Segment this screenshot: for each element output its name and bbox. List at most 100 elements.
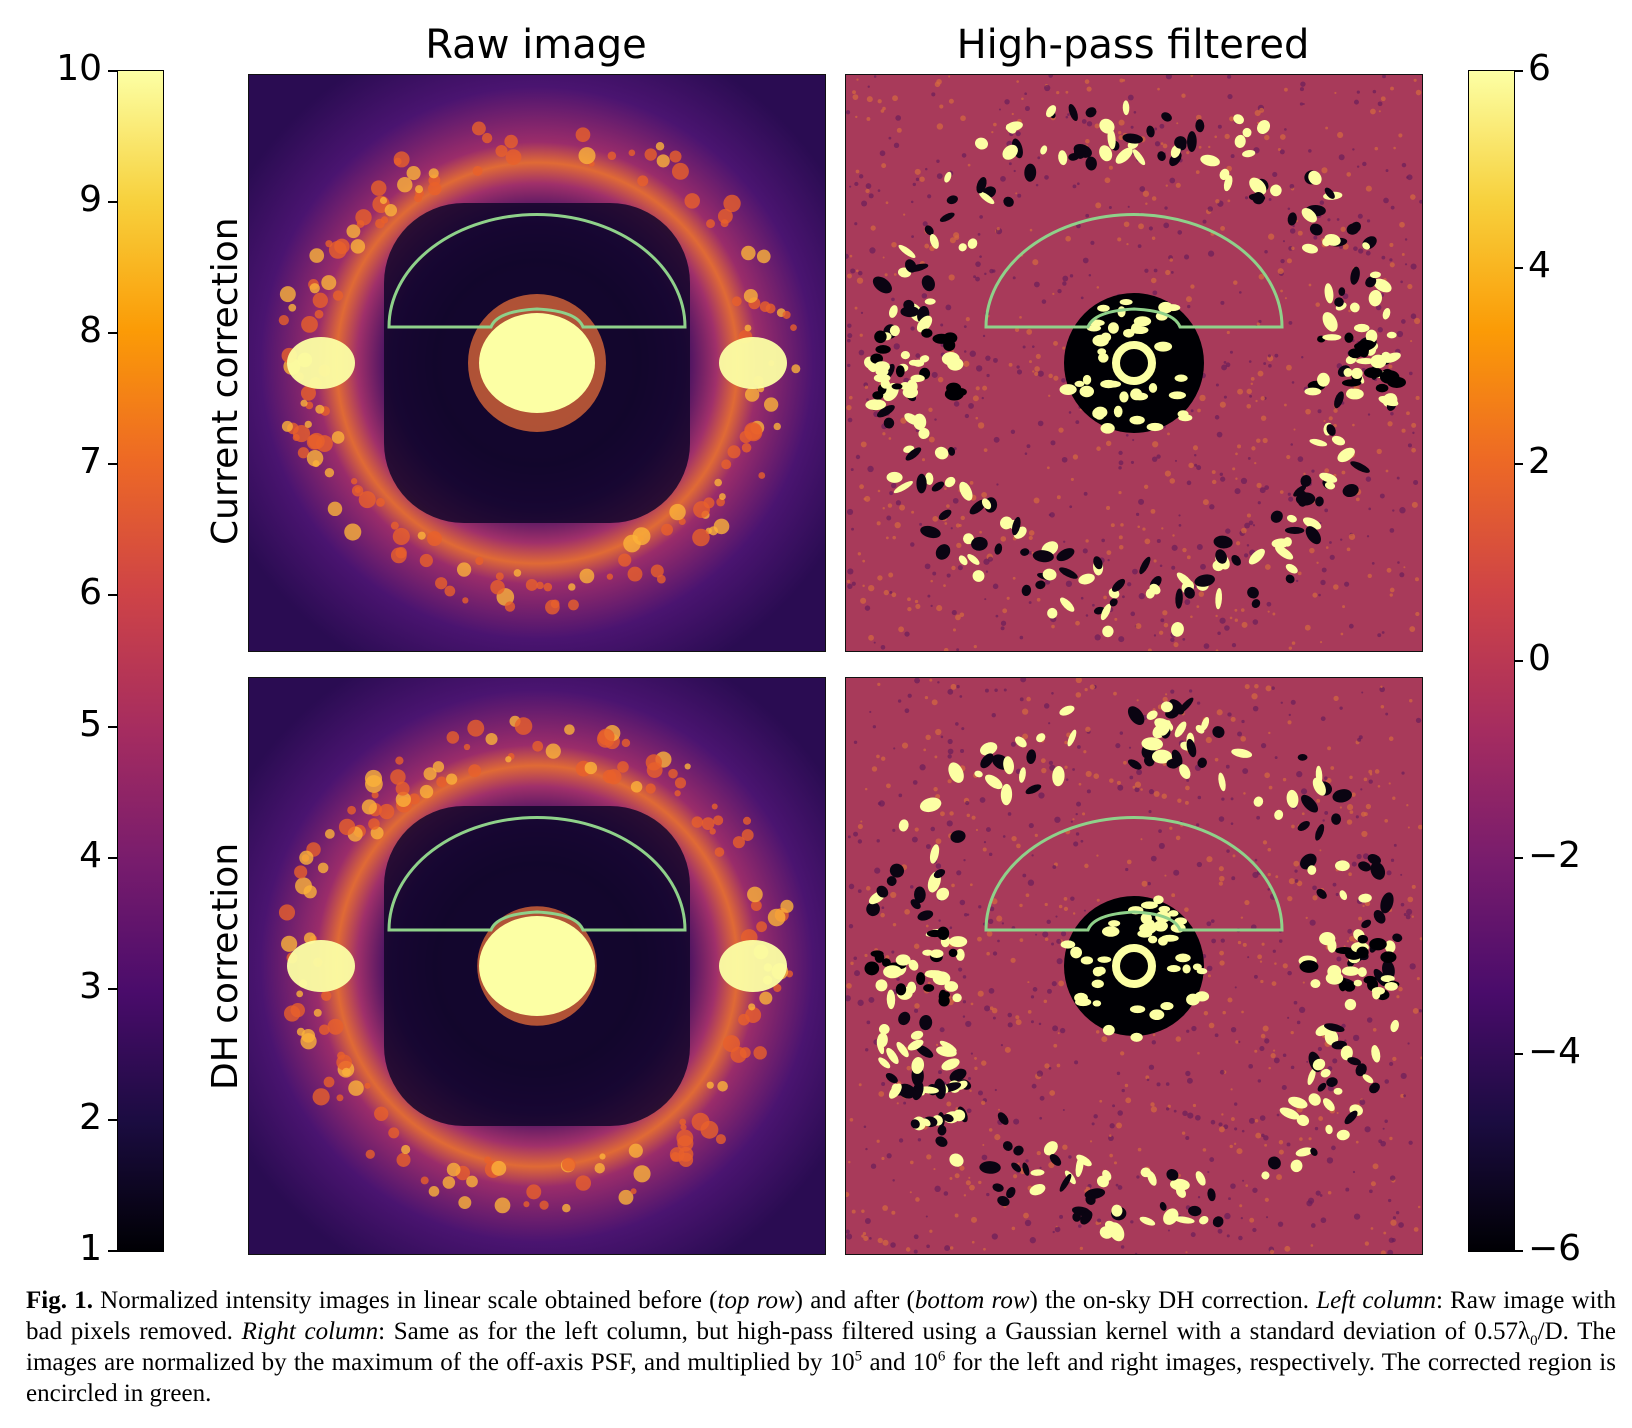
noise-grain xyxy=(1332,1058,1338,1064)
noise-grain xyxy=(962,975,967,979)
noise-grain xyxy=(1280,289,1283,293)
noise-grain xyxy=(1019,938,1024,943)
speckle xyxy=(693,501,710,518)
satellite-speckle xyxy=(881,958,891,967)
noise-grain xyxy=(973,644,977,649)
ring-speckle xyxy=(1325,1124,1333,1135)
speckle xyxy=(331,431,345,444)
noise-grain xyxy=(966,913,970,916)
noise-grain xyxy=(1057,289,1062,294)
noise-grain xyxy=(987,556,993,562)
noise-grain xyxy=(1324,508,1329,513)
ring-speckle xyxy=(1331,1040,1347,1050)
ring-speckle xyxy=(1334,860,1350,872)
noise-grain xyxy=(1095,202,1102,209)
noise-grain xyxy=(1374,146,1379,151)
ring-speckle xyxy=(878,1023,890,1035)
speckle xyxy=(575,127,591,143)
noise-grain xyxy=(1091,1122,1095,1126)
speckle xyxy=(739,430,753,444)
noise-grain xyxy=(868,193,874,199)
ring-speckle xyxy=(1370,861,1386,880)
core-ring xyxy=(1112,944,1156,988)
ring-speckle xyxy=(1005,123,1017,134)
noise-grain xyxy=(1135,512,1140,517)
noise-grain xyxy=(1169,478,1176,484)
speckle xyxy=(758,472,766,479)
noise-grain xyxy=(1305,916,1308,920)
ring-speckle xyxy=(1100,603,1111,621)
satellite-speckle xyxy=(1372,988,1381,1000)
ring-speckle xyxy=(992,1183,1004,1192)
panel-raw-dh xyxy=(248,677,826,1255)
noise-grain xyxy=(881,1081,886,1086)
core-speckle xyxy=(1174,374,1188,382)
noise-grain xyxy=(1052,865,1057,869)
ring-speckle xyxy=(1195,1171,1206,1186)
noise-grain xyxy=(994,688,998,692)
ring-speckle xyxy=(898,244,916,259)
ring-speckle xyxy=(889,305,898,318)
core-speckle xyxy=(1153,895,1164,905)
satellite-speckle xyxy=(870,353,884,364)
noise-grain xyxy=(1094,123,1100,129)
noise-grain xyxy=(950,683,957,690)
noise-grain xyxy=(1186,1029,1190,1033)
ring-speckle xyxy=(912,1081,924,1101)
speckle xyxy=(747,886,763,903)
speckle xyxy=(763,397,779,412)
noise-grain xyxy=(847,323,852,328)
speckle xyxy=(323,1076,335,1088)
noise-grain xyxy=(1127,582,1132,587)
noise-grain xyxy=(1234,986,1237,989)
noise-grain xyxy=(952,628,957,632)
ring-speckle xyxy=(1368,289,1383,307)
noise-grain xyxy=(848,395,853,400)
noise-grain xyxy=(1334,91,1337,95)
noise-grain xyxy=(981,1154,988,1161)
noise-grain xyxy=(1364,1126,1371,1133)
noise-grain xyxy=(1219,472,1224,476)
noise-grain xyxy=(1267,610,1270,613)
noise-grain xyxy=(959,1165,965,1171)
noise-grain xyxy=(1035,933,1038,936)
speckle xyxy=(637,175,649,187)
speckle xyxy=(714,847,725,857)
noise-grain xyxy=(1218,816,1225,822)
noise-grain xyxy=(1282,963,1288,969)
noise-grain xyxy=(862,559,866,563)
ring-speckle xyxy=(1373,278,1392,293)
core-speckle xyxy=(1160,1002,1174,1011)
noise-grain xyxy=(1348,872,1352,877)
noise-grain xyxy=(1307,1197,1315,1204)
noise-grain xyxy=(1408,1140,1413,1145)
panel-highpass-dh xyxy=(845,677,1423,1255)
ring-speckle xyxy=(1286,514,1297,523)
speckle xyxy=(721,459,732,470)
noise-grain xyxy=(1407,1042,1410,1045)
noise-grain xyxy=(1043,703,1050,709)
noise-grain xyxy=(956,648,960,651)
ring-speckle xyxy=(1305,526,1321,545)
ring-speckle xyxy=(1242,149,1256,158)
noise-grain xyxy=(914,678,921,684)
noise-grain xyxy=(1279,149,1285,155)
noise-grain xyxy=(1257,954,1263,960)
speckle xyxy=(765,303,776,314)
noise-grain xyxy=(1335,892,1339,897)
speckle xyxy=(650,564,664,578)
noise-grain xyxy=(1184,599,1191,605)
ring-speckle xyxy=(1020,548,1030,556)
noise-grain xyxy=(1170,689,1175,694)
noise-grain xyxy=(1117,1185,1123,1190)
noise-grain xyxy=(1410,194,1416,200)
speckle xyxy=(328,240,347,259)
speckle xyxy=(669,503,686,521)
noise-grain xyxy=(1289,228,1296,234)
core-speckle xyxy=(1113,405,1123,418)
noise-grain xyxy=(851,527,854,531)
speckle xyxy=(680,1124,687,1131)
noise-grain xyxy=(1367,573,1372,579)
noise-grain xyxy=(1362,904,1365,908)
speckle xyxy=(505,149,522,165)
